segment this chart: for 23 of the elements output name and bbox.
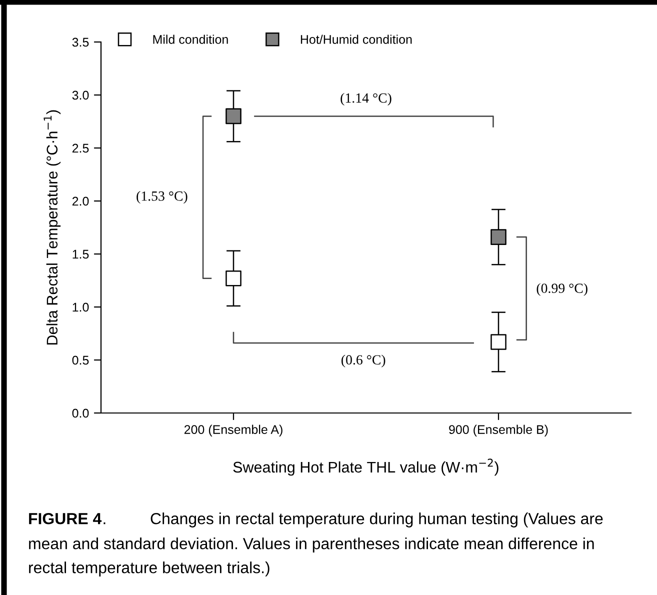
annotation: (0.99 °C) xyxy=(536,283,588,296)
annotation: (0.6 °C) xyxy=(342,354,386,368)
x-tick-label: 900 (Ensemble B) xyxy=(449,424,548,436)
legend-label: Hot/Humid condition xyxy=(300,34,412,44)
y-tick-label: 2.0 xyxy=(72,196,89,206)
legend-label: Mild condition xyxy=(153,34,228,44)
y-tick-label: 1.0 xyxy=(72,302,89,312)
y-tick-label: 1.5 xyxy=(72,250,89,259)
text: FIGURE 4. Changes in rectal temperature during human testing (Values are mean and standard deviation. Values in parentheses indicate mean difference in rectal temperature between trials.) xyxy=(29,512,603,576)
y-tick-label: 2.5 xyxy=(72,144,89,153)
y-tick-label: 3.5 xyxy=(72,38,89,47)
x-tick-label: 200 (Ensemble A) xyxy=(184,424,282,436)
y-tick-label: 0.5 xyxy=(72,356,89,365)
y-tick-label: 3.0 xyxy=(72,90,89,100)
point xyxy=(226,108,242,124)
point xyxy=(226,270,242,286)
y-axis-title: Delta Rectal Temperature (°C·h$^{−1}$) xyxy=(44,110,61,344)
annotation: (1.14 °C) xyxy=(340,92,392,106)
point xyxy=(490,334,506,350)
x-axis-title: Sweating Hot Plate THL value (W·m$^{−2}$) xyxy=(233,458,498,476)
point xyxy=(490,229,506,245)
annotation: (1.53 °C) xyxy=(136,190,188,204)
y-tick-label: 0.0 xyxy=(72,408,89,418)
